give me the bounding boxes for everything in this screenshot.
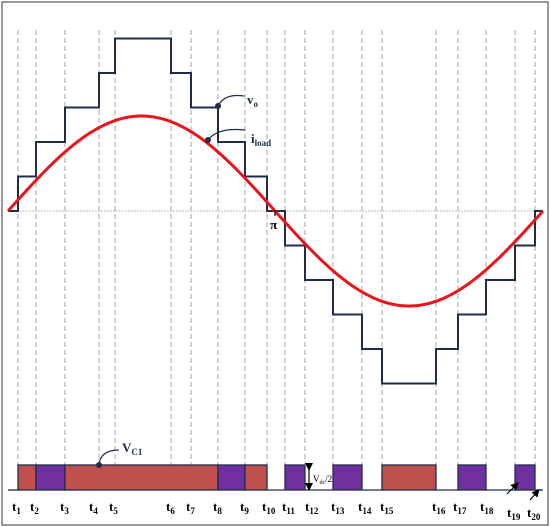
pi-label: π — [270, 217, 277, 232]
tick-label-t9: t9 — [240, 499, 249, 516]
tick-label-t1: t1 — [12, 499, 21, 516]
iload-marker-dot — [205, 137, 211, 143]
tick-label-t10: t10 — [262, 499, 276, 516]
charging-segment-1 — [17, 464, 37, 491]
tick-label-t11: t11 — [282, 499, 295, 516]
tick-label-t12: t12 — [305, 499, 319, 516]
discharging-segment-10 — [514, 464, 536, 491]
tick-label-t15: t15 — [380, 499, 394, 516]
charging-segment-8 — [381, 464, 437, 491]
time-tick-labels: t1 t2 t3 t4 t5 t6 t7 t8 t9 t10 t11 t12 t13 t14 t15 t16 t… — [12, 499, 541, 522]
vc1-pointer-line — [98, 449, 120, 466]
tick-label-t13: t13 — [331, 499, 345, 516]
tick-label-t6: t6 — [166, 499, 175, 516]
charging-segment-5 — [244, 464, 268, 491]
vo-pointer-line — [217, 94, 245, 107]
tick-label-t4: t4 — [89, 499, 98, 516]
t19-pointer-arrow — [506, 482, 519, 495]
tick-label-t14: t14 — [358, 499, 372, 516]
vc1-label: VC1 — [122, 440, 143, 457]
tick-label-t17: t17 — [453, 499, 467, 516]
vc1-marker-dot — [96, 462, 102, 468]
tick-label-t19: t19 — [507, 505, 521, 522]
tick-label-t18: t18 — [480, 499, 494, 516]
t20-pointer-arrow — [529, 488, 540, 501]
tick-label-t5: t5 — [109, 499, 118, 516]
discharging-segment-9 — [457, 464, 487, 491]
time-guide-lines — [17, 30, 536, 490]
tick-label-t20: t20 — [527, 505, 541, 522]
iload-pointer-line — [207, 128, 246, 141]
iload-label: iload — [251, 131, 271, 148]
charging-segment-3 — [64, 464, 219, 491]
discharging-segment-4 — [217, 464, 246, 491]
capacitor-state-row — [8, 464, 543, 491]
tick-label-t2: t2 — [30, 499, 39, 516]
tick-label-t8: t8 — [213, 499, 222, 516]
vo-marker-dot — [215, 103, 221, 109]
tick-label-t7: t7 — [186, 499, 195, 516]
discharging-segment-2 — [35, 464, 66, 491]
tick-label-t16: t16 — [432, 499, 446, 516]
vdc-half-label: Vdc/2 — [313, 474, 332, 486]
discharging-segment-7 — [332, 464, 363, 491]
vo-label: vo — [247, 92, 259, 109]
tick-label-t3: t3 — [60, 499, 69, 516]
discharging-segment-6 — [284, 464, 306, 491]
